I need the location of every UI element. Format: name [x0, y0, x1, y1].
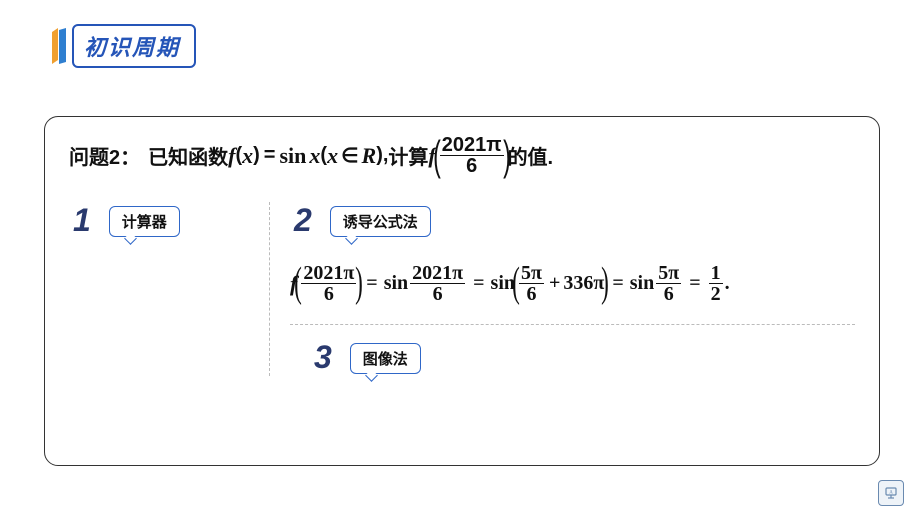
eq-frac5: 1 2	[709, 263, 723, 304]
horizontal-divider	[290, 324, 855, 325]
method-2: 2 诱导公式法	[290, 202, 855, 239]
eq-sign: =	[264, 144, 276, 167]
method-1-number: 1	[69, 202, 95, 239]
eq-frac1: 2021π 6	[301, 263, 356, 304]
sin: sin	[279, 143, 306, 169]
derivation-equation: f ( 2021π 6 ) = sin 2021π 6 = sin ( 5π	[290, 263, 855, 304]
set-R: R	[362, 143, 377, 169]
big-paren-close: )	[503, 137, 511, 175]
section-header: 初识周期	[52, 24, 196, 68]
eq-336pi: 336π	[563, 272, 604, 295]
methods-row: 1 计算器 2 诱导公式法 f ( 2021π 6 ) = sin	[69, 202, 855, 376]
eq-frac4: 5π 6	[656, 263, 681, 304]
method-3-label: 图像法	[350, 343, 421, 374]
calc-word: 计算	[388, 141, 428, 170]
eq-po2: (	[512, 265, 520, 303]
frac-2021pi-6: 2021π 6	[440, 135, 504, 176]
big-paren-open: (	[433, 137, 441, 175]
header-title: 初识周期	[84, 35, 180, 60]
method-2-column: 2 诱导公式法 f ( 2021π 6 ) = sin 2021π 6 =	[269, 202, 855, 376]
problem-label: 问题2：	[69, 141, 140, 170]
easel-icon[interactable]: A	[878, 480, 904, 506]
method-2-label: 诱导公式法	[330, 206, 431, 237]
content-card: 问题2： 已知函数 f ( x ) = sin x ( x ∈ R ) , 计算…	[44, 116, 880, 466]
eq-eq1: =	[366, 272, 377, 295]
eq-sin1: sin	[384, 272, 408, 295]
eq-eq3: =	[612, 272, 623, 295]
problem-prefix: 已知函数	[148, 141, 228, 170]
var-x: x	[242, 143, 253, 169]
method-2-number: 2	[290, 202, 316, 239]
method-3-number: 3	[310, 339, 336, 376]
suffix: 的值.	[508, 141, 554, 170]
in-sym: ∈	[341, 143, 358, 168]
eq-plus: +	[549, 272, 560, 295]
problem-statement: 问题2： 已知函数 f ( x ) = sin x ( x ∈ R ) , 计算…	[69, 135, 855, 176]
method-3: 3 图像法	[310, 339, 855, 376]
eq-eq4: =	[689, 272, 700, 295]
header-stripe-icon	[52, 28, 66, 64]
eq-pc1: )	[355, 265, 363, 303]
dom-close: )	[376, 144, 383, 167]
svg-text:A: A	[889, 491, 893, 496]
eq-sin3: sin	[630, 272, 654, 295]
paren-close: )	[253, 144, 260, 167]
header-box: 初识周期	[72, 24, 196, 68]
method-1: 1 计算器	[69, 202, 269, 239]
fn-f: f	[228, 143, 235, 169]
method-1-label: 计算器	[109, 206, 180, 237]
eq-eq2: =	[473, 272, 484, 295]
eq-pc2: )	[602, 265, 610, 303]
eq-po1: (	[294, 265, 302, 303]
eq-frac2: 2021π 6	[410, 263, 465, 304]
method-1-column: 1 计算器	[69, 202, 269, 376]
eq-period: .	[725, 272, 730, 295]
var-x3: x	[327, 143, 338, 169]
var-x2: x	[309, 143, 320, 169]
eq-frac3: 5π 6	[519, 263, 544, 304]
